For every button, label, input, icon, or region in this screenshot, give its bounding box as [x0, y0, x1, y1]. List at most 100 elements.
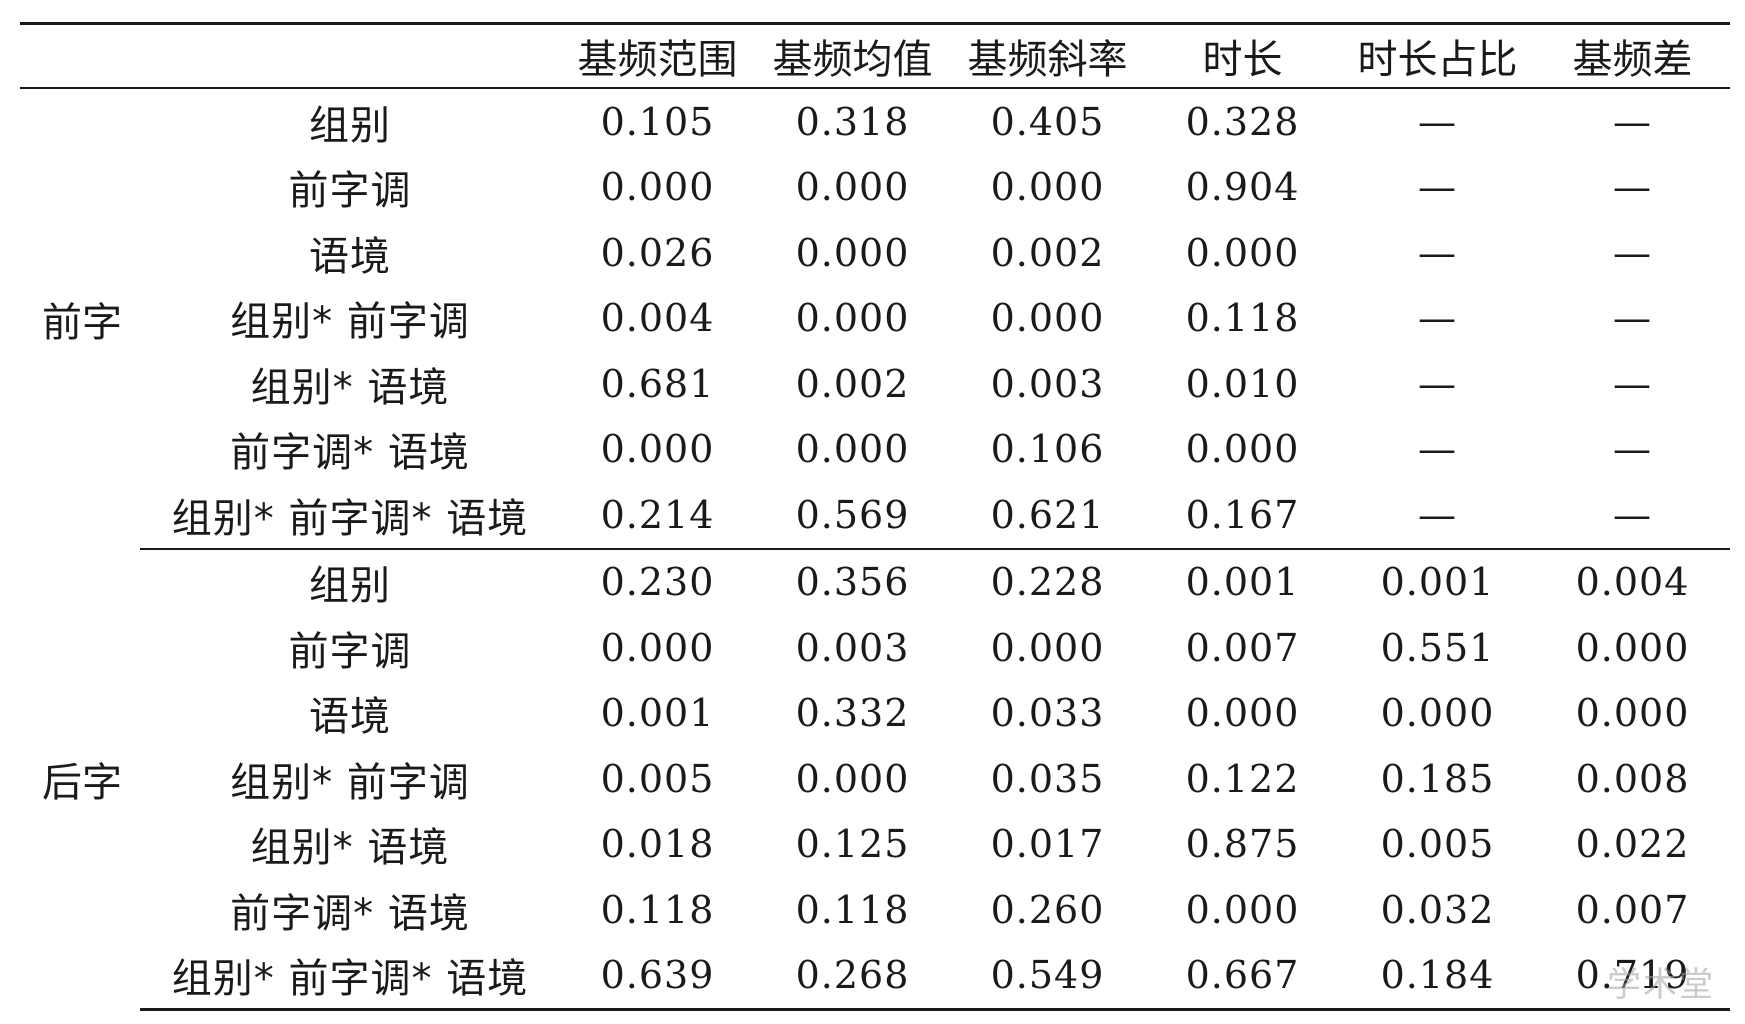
- table-cell: 0.000: [600, 165, 715, 210]
- section-label: 前字: [42, 299, 122, 346]
- table-row: 语境 0.001 0.332 0.033 0.000 0.000 0.000: [20, 681, 1730, 747]
- table-row: 组别* 前字调* 语境 0.214 0.569 0.621 0.167— —: [20, 482, 1730, 550]
- table-cell: 0.167: [1145, 482, 1340, 550]
- table-cell: 0.018: [600, 822, 715, 867]
- table-cell: 0.639: [560, 942, 755, 1011]
- table-cell: 0.105: [600, 99, 715, 144]
- table-cell: 0.000: [795, 427, 910, 472]
- table-row: 组别* 语境 0.018 0.125 0.017 0.875 0.005 0.022: [20, 812, 1730, 878]
- table-cell: 0.230: [600, 560, 715, 605]
- table-cell: 0.621: [950, 482, 1145, 550]
- table-row: 前字调* 语境 0.118 0.118 0.260 0.000 0.032 0.007: [20, 877, 1730, 943]
- effect-label: 组别* 前字调* 语境: [140, 482, 560, 550]
- table-cell: 0.000: [990, 625, 1105, 670]
- table-cell: 0.106: [990, 427, 1105, 472]
- table-cell: 0.000: [1380, 691, 1495, 736]
- table-row: 语境 0.026 0.000 0.002 0.000 — —: [20, 220, 1730, 286]
- table-cell: 0.318: [795, 99, 910, 144]
- table-cell: 0.008: [1575, 756, 1690, 801]
- table-row: 组别* 语境 0.681 0.002 0.003 0.010 — —: [20, 351, 1730, 417]
- table-cell: 0.118: [600, 887, 715, 932]
- table-cell: 0.000: [795, 230, 910, 275]
- table-cell: —: [1535, 482, 1730, 550]
- effect-label: 语境: [309, 233, 391, 280]
- table-cell: 0.017: [990, 822, 1105, 867]
- table-cell: 0.003: [795, 625, 910, 670]
- table-cell: 0.118: [795, 887, 910, 932]
- table-cell: 0.004: [1575, 560, 1690, 605]
- effect-label: 前字调: [288, 628, 412, 675]
- table-cell: 0.001: [1380, 560, 1495, 605]
- table-cell: 0.032: [1380, 887, 1495, 932]
- table-cell: —: [1613, 361, 1652, 406]
- table-cell: 0.875: [1185, 822, 1300, 867]
- table-cell: 0.000: [795, 165, 910, 210]
- table-cell: —: [1340, 482, 1535, 550]
- table-cell: 0.004: [600, 296, 715, 341]
- table-row: 前字调 0.000 0.003 0.000 0.007 0.551 0.000: [20, 615, 1730, 681]
- table-cell: 0.904: [1185, 165, 1300, 210]
- table-row: 组别* 前字调* 语境 0.639 0.268 0.549 0.667 0.184 0.71…: [20, 942, 1730, 1011]
- table-cell: —: [1418, 165, 1457, 210]
- table-cell: 0.185: [1380, 756, 1495, 801]
- header-blank-effect: [140, 22, 560, 89]
- header-blank-group: [20, 22, 140, 89]
- table-cell: 0.228: [990, 560, 1105, 605]
- table-cell: 0.005: [1380, 822, 1495, 867]
- table-cell: —: [1418, 361, 1457, 406]
- table-cell: 0.667: [1145, 942, 1340, 1011]
- table-cell: —: [1418, 99, 1457, 144]
- table-cell: 0.001: [600, 691, 715, 736]
- table-cell: —: [1418, 427, 1457, 472]
- effect-label: 前字调: [288, 168, 412, 215]
- table-cell: 0.681: [600, 361, 715, 406]
- table-cell: 0.000: [600, 427, 715, 472]
- table-cell: 0.026: [600, 230, 715, 275]
- effect-label: 组别* 前字调: [230, 759, 470, 806]
- table-cell: 0.000: [795, 296, 910, 341]
- section-label: 后字: [42, 760, 122, 806]
- table-section-back: 后字 组别 0.230 0.356 0.228 0.001 0.001 0.004 前字调 0.0…: [20, 549, 1730, 1011]
- table-cell: 0.328: [1185, 99, 1300, 144]
- table-cell: 0.002: [795, 361, 910, 406]
- table-cell: 0.214: [560, 482, 755, 550]
- column-header: 时长: [1145, 22, 1340, 89]
- effect-label: 组别* 前字调* 语境: [140, 942, 560, 1011]
- table-cell: —: [1418, 230, 1457, 275]
- table-section-front: 前字 组别 0.105 0.318 0.405 0.328— — 前字调 0.000 0.000 0…: [20, 88, 1730, 550]
- table-cell: 0.000: [1185, 887, 1300, 932]
- table-row: 组别* 前字调 0.004 0.000 0.000 0.118 — —: [20, 286, 1730, 352]
- table-cell: 0.549: [950, 942, 1145, 1011]
- table-row: 前字调* 语境 0.000 0.000 0.106 0.000 — —: [20, 417, 1730, 483]
- effect-label: 组别: [309, 102, 391, 149]
- effect-label: 前字调* 语境: [230, 430, 470, 477]
- effect-label: 组别* 语境: [250, 364, 450, 411]
- header-row: 基频范围 基频均值 基频斜率 时长 时长占比 基频差: [20, 22, 1730, 89]
- table-cell: —: [1418, 296, 1457, 341]
- column-header: 基频均值: [755, 22, 950, 89]
- table-cell: 0.122: [1185, 756, 1300, 801]
- effect-label: 前字调* 语境: [230, 890, 470, 937]
- table-cell: —: [1613, 427, 1652, 472]
- table-cell: 0.260: [990, 887, 1105, 932]
- significance-table: 基频范围 基频均值 基频斜率 时长 时长占比 基频差 前字 组别 0.105 0.31…: [20, 22, 1730, 1011]
- table-cell: 0.118: [1185, 296, 1300, 341]
- column-header: 基频范围: [560, 22, 755, 89]
- table-cell: 0.003: [990, 361, 1105, 406]
- table-cell: 0.005: [600, 756, 715, 801]
- effect-label: 语境: [309, 694, 391, 741]
- table-cell: 0.002: [990, 230, 1105, 275]
- table-cell: 0.000: [990, 296, 1105, 341]
- table-cell: 0.000: [990, 165, 1105, 210]
- table-cell: 0.125: [795, 822, 910, 867]
- column-header: 时长占比: [1340, 22, 1535, 89]
- column-header: 基频斜率: [950, 22, 1145, 89]
- table-cell: 0.007: [1185, 625, 1300, 670]
- table-cell: 0.000: [795, 756, 910, 801]
- table-cell: 0.551: [1380, 625, 1495, 670]
- table-cell: 0.000: [1185, 691, 1300, 736]
- table-cell: 0.035: [990, 756, 1105, 801]
- table-cell: 0.000: [600, 625, 715, 670]
- table-cell: 0.007: [1575, 887, 1690, 932]
